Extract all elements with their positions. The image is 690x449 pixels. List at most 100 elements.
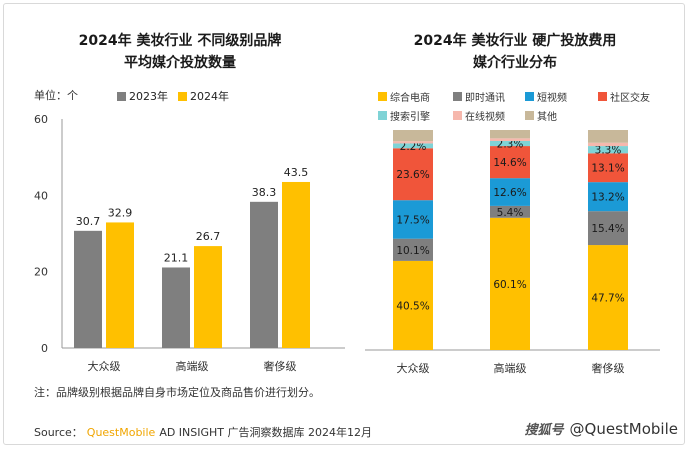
y-tick-label: 0 bbox=[41, 342, 48, 355]
unit-label: 单位：个 bbox=[34, 89, 78, 102]
legend-ecommerce: 综合电商 bbox=[378, 89, 430, 104]
footnote: 注：品牌级别根据品牌自身市场定位及商品售价进行划分。 bbox=[34, 386, 320, 399]
legend-social-label: 社区交友 bbox=[610, 93, 650, 104]
segment-value-label: 2.2% bbox=[400, 141, 427, 153]
legend-search-label: 搜索引擎 bbox=[390, 112, 430, 123]
segment-value-label: 47.7% bbox=[591, 293, 624, 305]
bar-value-label: 26.7 bbox=[196, 230, 221, 243]
segment-value-label: 3.3% bbox=[595, 145, 622, 157]
segment-value-label: 23.6% bbox=[396, 169, 429, 181]
stack-segment-search bbox=[393, 143, 433, 149]
stack-segment-online-video bbox=[490, 138, 530, 141]
legend-2023-label: 2023年 bbox=[129, 90, 168, 103]
legend-2023-swatch bbox=[117, 91, 126, 101]
bar-2023 bbox=[250, 201, 278, 348]
bar-value-label: 43.5 bbox=[284, 166, 309, 179]
watermark-site: 搜狐号 bbox=[524, 423, 564, 438]
legend-social-swatch bbox=[598, 92, 607, 101]
stack-segment-other bbox=[490, 130, 530, 139]
stack-segment-short-video bbox=[393, 200, 433, 239]
bar-2024 bbox=[282, 181, 310, 348]
watermark: 搜狐号 @QuestMobile bbox=[525, 419, 678, 438]
legend-other: 其他 bbox=[525, 108, 557, 123]
legend-social: 社区交友 bbox=[598, 89, 650, 104]
stack-segment-social bbox=[393, 148, 433, 201]
segment-value-label: 5.4% bbox=[497, 207, 524, 219]
x-tick-label: 高端级 bbox=[176, 359, 209, 373]
x-tick-label: 奢侈级 bbox=[264, 359, 297, 373]
legend-2023: 2023年 bbox=[117, 88, 168, 104]
stack-segment-other bbox=[588, 130, 628, 143]
stack-segment-search bbox=[490, 141, 530, 147]
source-label: Source： bbox=[34, 426, 83, 439]
legend-messaging: 即时通讯 bbox=[453, 89, 505, 104]
legend-2024-swatch bbox=[178, 91, 187, 101]
y-tick-label: 20 bbox=[34, 266, 48, 279]
stack-segment-online-video bbox=[588, 142, 628, 147]
stack-segment-social bbox=[490, 146, 530, 179]
segment-value-label: 12.6% bbox=[493, 187, 526, 199]
segment-value-label: 13.1% bbox=[591, 163, 624, 175]
x-tick-label: 大众级 bbox=[88, 359, 121, 373]
legend-messaging-label: 即时通讯 bbox=[465, 93, 505, 104]
stack-segment-search bbox=[588, 146, 628, 154]
stack-segment-ecommerce bbox=[588, 245, 628, 350]
left-chart-title: 2024年 美妆行业 不同级别品牌 平均媒介投放数量 bbox=[20, 30, 340, 74]
legend-search: 搜索引擎 bbox=[378, 108, 430, 123]
stack-segment-messaging bbox=[393, 238, 433, 261]
chart-frame bbox=[3, 3, 685, 445]
stack-segment-messaging bbox=[588, 211, 628, 246]
stack-segment-other bbox=[393, 130, 433, 142]
left-title-line2: 平均媒介投放数量 bbox=[124, 55, 236, 71]
segment-value-label: 60.1% bbox=[493, 279, 526, 291]
segment-value-label: 10.1% bbox=[396, 245, 429, 257]
legend-short-video-swatch bbox=[525, 92, 534, 101]
source-text: AD INSIGHT 广告洞察数据库 2024年12月 bbox=[159, 426, 373, 439]
legend-short-video-label: 短视频 bbox=[537, 93, 567, 104]
legend-other-swatch bbox=[525, 111, 534, 120]
stack-segment-messaging bbox=[490, 205, 530, 218]
source-line: Source： QuestMobile AD INSIGHT 广告洞察数据库 2… bbox=[34, 424, 372, 440]
segment-value-label: 14.6% bbox=[493, 157, 526, 169]
y-tick-label: 40 bbox=[34, 189, 48, 202]
stack-segment-social bbox=[588, 153, 628, 183]
legend-2024: 2024年 bbox=[178, 88, 229, 104]
x-tick-label: 大众级 bbox=[397, 361, 430, 375]
legend-short-video: 短视频 bbox=[525, 89, 567, 104]
bar-2023 bbox=[162, 267, 190, 348]
bar-2023 bbox=[74, 230, 102, 348]
segment-value-label: 17.5% bbox=[396, 214, 429, 226]
bar-2024 bbox=[106, 222, 134, 348]
stack-segment-ecommerce bbox=[490, 217, 530, 350]
legend-search-swatch bbox=[378, 111, 387, 120]
legend-2024-label: 2024年 bbox=[190, 90, 229, 103]
legend-ecommerce-label: 综合电商 bbox=[390, 93, 430, 104]
source-brand: QuestMobile bbox=[86, 426, 156, 439]
x-tick-label: 高端级 bbox=[494, 361, 527, 375]
legend-online-video: 在线视频 bbox=[453, 108, 505, 123]
bar-value-label: 21.1 bbox=[164, 251, 189, 264]
right-title-line1: 2024年 美妆行业 硬广投放费用 bbox=[413, 33, 617, 49]
bar-value-label: 30.7 bbox=[76, 215, 101, 228]
bar-value-label: 32.9 bbox=[108, 206, 133, 219]
left-title-line1: 2024年 美妆行业 不同级别品牌 bbox=[78, 33, 282, 49]
x-tick-label: 奢侈级 bbox=[592, 361, 625, 375]
y-tick-label: 60 bbox=[34, 113, 48, 126]
stack-segment-online-video bbox=[393, 141, 433, 144]
watermark-handle: @QuestMobile bbox=[569, 420, 678, 438]
segment-value-label: 13.2% bbox=[591, 192, 624, 204]
stack-segment-ecommerce bbox=[393, 260, 433, 350]
segment-value-label: 15.4% bbox=[591, 223, 624, 235]
legend-ecommerce-swatch bbox=[378, 92, 387, 101]
legend-online-video-swatch bbox=[453, 111, 462, 120]
legend-messaging-swatch bbox=[453, 92, 462, 101]
bar-value-label: 38.3 bbox=[252, 186, 277, 199]
right-title-line2: 媒介行业分布 bbox=[473, 55, 557, 71]
legend-other-label: 其他 bbox=[537, 112, 557, 123]
segment-value-label: 40.5% bbox=[396, 300, 429, 312]
bar-2024 bbox=[194, 246, 222, 348]
stack-segment-short-video bbox=[588, 182, 628, 212]
right-chart-title: 2024年 美妆行业 硬广投放费用 媒介行业分布 bbox=[355, 30, 675, 74]
segment-value-label: 2.3% bbox=[497, 139, 524, 151]
